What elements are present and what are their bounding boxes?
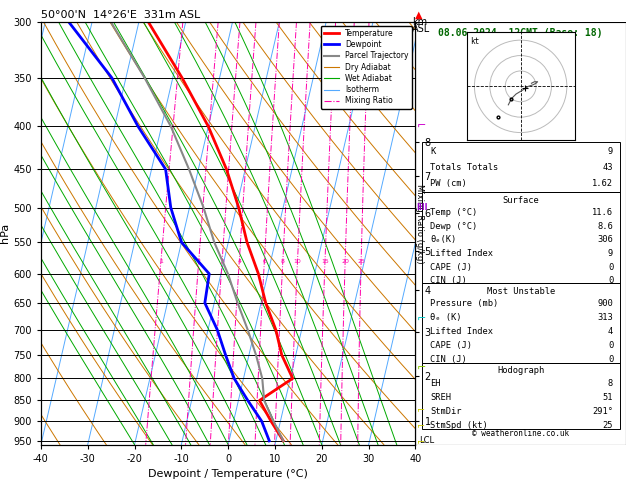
Text: Lifted Index: Lifted Index — [430, 249, 493, 258]
Text: 50°00'N  14°26'E  331m ASL: 50°00'N 14°26'E 331m ASL — [41, 10, 200, 20]
Text: 8: 8 — [281, 259, 285, 264]
Text: CAPE (J): CAPE (J) — [430, 341, 472, 350]
Text: © weatheronline.co.uk: © weatheronline.co.uk — [472, 429, 569, 438]
Text: 8: 8 — [608, 379, 613, 388]
Bar — [422, 192, 620, 283]
Text: ▲: ▲ — [415, 9, 422, 19]
Text: km: km — [412, 17, 427, 27]
Text: StmSpd (kt): StmSpd (kt) — [430, 421, 488, 430]
Text: ⌐: ⌐ — [416, 436, 425, 446]
Bar — [422, 142, 620, 192]
Text: LCL: LCL — [419, 436, 434, 445]
Text: 10: 10 — [294, 259, 301, 264]
Text: 20: 20 — [341, 259, 349, 264]
Text: 2: 2 — [197, 259, 201, 264]
Text: 25: 25 — [603, 421, 613, 430]
Text: 0: 0 — [608, 355, 613, 364]
Text: 0: 0 — [608, 276, 613, 285]
Text: 291°: 291° — [593, 407, 613, 416]
Text: ⌐: ⌐ — [416, 314, 426, 324]
Y-axis label: hPa: hPa — [1, 223, 11, 243]
Legend: Temperature, Dewpoint, Parcel Trajectory, Dry Adiabat, Wet Adiabat, Isotherm, Mi: Temperature, Dewpoint, Parcel Trajectory… — [321, 26, 411, 108]
Text: 0: 0 — [608, 262, 613, 272]
Text: ⌐: ⌐ — [416, 122, 426, 131]
Text: Surface: Surface — [503, 196, 539, 205]
Text: Dewp (°C): Dewp (°C) — [430, 222, 477, 231]
Text: Hodograph: Hodograph — [497, 366, 544, 375]
Text: Mixing Ratio (g/kg): Mixing Ratio (g/kg) — [415, 184, 424, 263]
Text: 313: 313 — [598, 313, 613, 322]
Text: 3: 3 — [220, 259, 224, 264]
X-axis label: Dewpoint / Temperature (°C): Dewpoint / Temperature (°C) — [148, 469, 308, 479]
Text: 51: 51 — [603, 393, 613, 402]
Text: θₑ(K): θₑ(K) — [430, 235, 457, 244]
Text: 11.6: 11.6 — [593, 208, 613, 217]
Bar — [422, 283, 620, 363]
Text: 900: 900 — [598, 299, 613, 308]
Text: 0: 0 — [608, 341, 613, 350]
Text: ⌐: ⌐ — [416, 420, 425, 430]
Text: 9: 9 — [608, 249, 613, 258]
Text: 08.06.2024  12GMT (Base: 18): 08.06.2024 12GMT (Base: 18) — [438, 28, 603, 38]
Text: SREH: SREH — [430, 393, 451, 402]
Text: Lifted Index: Lifted Index — [430, 327, 493, 336]
Text: CIN (J): CIN (J) — [430, 355, 467, 364]
Text: 43: 43 — [603, 163, 613, 172]
Text: 8.6: 8.6 — [598, 222, 613, 231]
Text: IIII: IIII — [416, 203, 428, 212]
Bar — [422, 363, 620, 430]
Text: 306: 306 — [598, 235, 613, 244]
Text: PW (cm): PW (cm) — [430, 179, 467, 188]
Text: StmDir: StmDir — [430, 407, 462, 416]
Text: ASL: ASL — [412, 24, 430, 35]
Text: EH: EH — [430, 379, 441, 388]
Text: CIN (J): CIN (J) — [430, 276, 467, 285]
Text: ⌐: ⌐ — [416, 364, 426, 374]
Text: 4: 4 — [237, 259, 242, 264]
Text: ⌐: ⌐ — [416, 404, 425, 414]
Text: 1: 1 — [159, 259, 163, 264]
Text: Totals Totals: Totals Totals — [430, 163, 498, 172]
Text: Temp (°C): Temp (°C) — [430, 208, 477, 217]
Text: Most Unstable: Most Unstable — [486, 287, 555, 295]
Text: 1.62: 1.62 — [593, 179, 613, 188]
Text: 15: 15 — [321, 259, 329, 264]
Text: Pressure (mb): Pressure (mb) — [430, 299, 498, 308]
Text: 9: 9 — [608, 147, 613, 156]
Text: 25: 25 — [357, 259, 365, 264]
Text: θₑ (K): θₑ (K) — [430, 313, 462, 322]
Text: K: K — [430, 147, 435, 156]
Text: CAPE (J): CAPE (J) — [430, 262, 472, 272]
Text: 6: 6 — [262, 259, 266, 264]
Text: 4: 4 — [608, 327, 613, 336]
